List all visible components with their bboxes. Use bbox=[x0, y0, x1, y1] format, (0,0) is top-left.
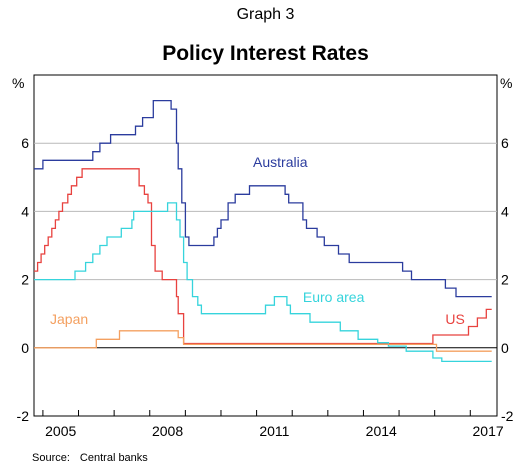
graph-number-label: Graph 3 bbox=[236, 6, 295, 23]
series-labels: Australia Euro area US Japan bbox=[50, 154, 465, 327]
y-tick-label-right: -2 bbox=[501, 408, 514, 424]
chart-title: Policy Interest Rates bbox=[162, 42, 369, 65]
y-tick-label-left: -2 bbox=[17, 408, 30, 424]
series-line-us bbox=[34, 168, 492, 345]
y-tick-label-left: 2 bbox=[21, 272, 29, 288]
y-tick-label-left: 0 bbox=[21, 340, 29, 356]
series-line-japan bbox=[34, 330, 492, 352]
y-tick-label-right: 0 bbox=[501, 340, 509, 356]
series-label-euro-area: Euro area bbox=[303, 289, 365, 305]
x-tick-label: 2005 bbox=[45, 423, 76, 439]
y-axis-labels: -2 -2 0 0 2 2 4 4 6 6 bbox=[17, 135, 514, 424]
y-tick-label-right: 6 bbox=[501, 135, 509, 151]
x-tick-label: 2014 bbox=[366, 423, 397, 439]
x-tick-label: 2017 bbox=[473, 423, 504, 439]
y-tick-label-right: 2 bbox=[501, 272, 509, 288]
y-tick-label-left: 4 bbox=[21, 203, 29, 219]
series-label-us: US bbox=[445, 311, 464, 327]
x-tick-label: 2011 bbox=[259, 423, 289, 439]
y-tick-label-right: 4 bbox=[501, 203, 509, 219]
y-unit-left: % bbox=[12, 75, 24, 91]
y-tick-label-left: 6 bbox=[21, 135, 29, 151]
x-axis-labels: 2005 2008 2011 2014 2017 bbox=[45, 423, 504, 439]
source-label: Source: bbox=[32, 452, 70, 464]
plot-frame bbox=[33, 74, 498, 417]
series-line-euro-area bbox=[34, 202, 492, 363]
source-note: Source: Central banks bbox=[32, 452, 148, 464]
series-label-japan: Japan bbox=[50, 311, 88, 327]
source-text: Central banks bbox=[79, 452, 148, 464]
x-axis-ticks bbox=[42, 410, 471, 416]
x-tick-label: 2008 bbox=[152, 423, 183, 439]
y-unit-right: % bbox=[500, 75, 512, 91]
series-lines bbox=[34, 99, 492, 363]
series-label-australia: Australia bbox=[253, 154, 308, 170]
series-line-australia bbox=[34, 99, 492, 298]
